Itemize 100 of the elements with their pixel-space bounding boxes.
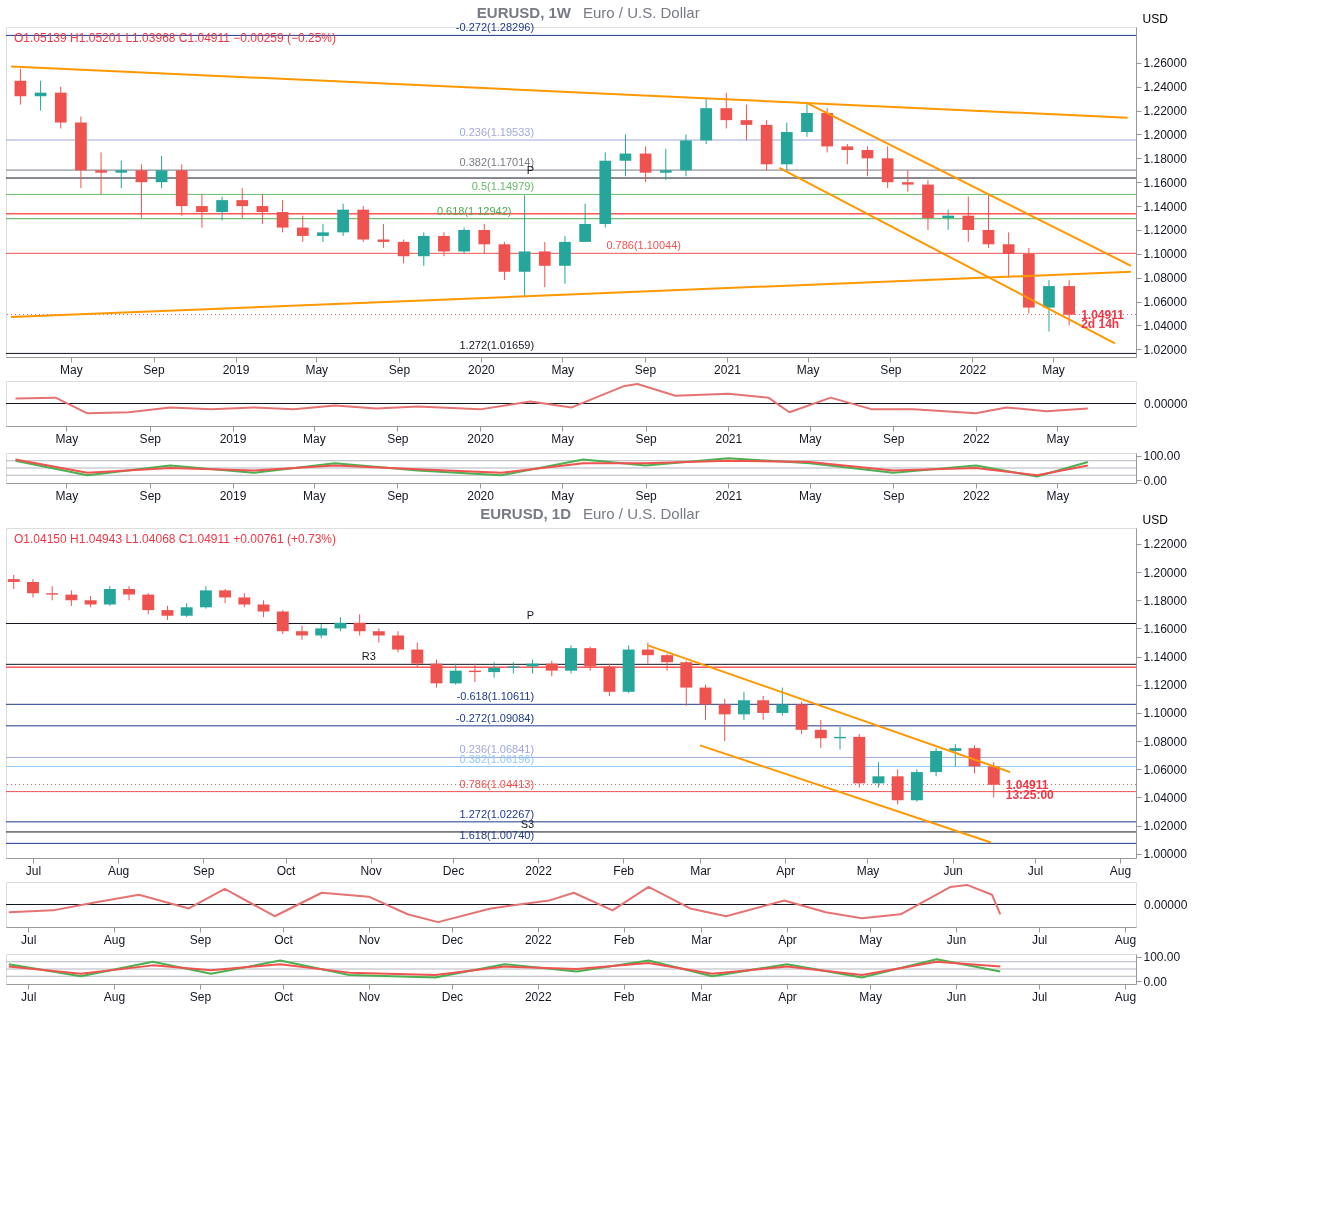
x-tick-label: May — [1046, 431, 1070, 446]
x-tick-label: Aug — [1109, 863, 1132, 878]
ref-line-label: 0.5(1.14979) — [471, 180, 535, 193]
x-tick-label: Mar — [690, 863, 711, 878]
chart-subtitle: Euro / U.S. Dollar — [583, 4, 700, 21]
y-tick-label: 100.00 — [1143, 950, 1181, 965]
y-tick-label: 100.00 — [1143, 449, 1181, 464]
x-tick-label: 2022 — [524, 932, 552, 947]
x-tick-label: Sep — [192, 863, 215, 878]
x-tick-label: May — [60, 362, 83, 377]
y-tick-label: 1.24000 — [1143, 80, 1188, 95]
ref-line-label: 0.786(1.04413) — [459, 777, 535, 790]
x-tick-label: May — [1042, 362, 1065, 377]
y-tick-label: 1.20000 — [1143, 565, 1188, 580]
x-tick-label: 2022 — [525, 863, 553, 878]
x-tick-label: Aug — [1114, 989, 1137, 1004]
x-tick-label: Sep — [635, 488, 658, 503]
ref-line-label: P — [526, 609, 535, 622]
chart-title: EURUSD, 1D — [480, 505, 572, 522]
x-tick-label: Jul — [25, 863, 42, 878]
x-tick-label: Apr — [778, 932, 797, 947]
chart-title: EURUSD, 1W — [476, 4, 572, 21]
x-tick-label: May — [798, 488, 822, 503]
x-tick-label: May — [303, 431, 326, 446]
y-tick-label: 1.02000 — [1143, 342, 1188, 357]
x-tick-label: Jul — [1027, 863, 1044, 878]
x-tick-label: Jun — [946, 989, 967, 1004]
y-tick-label: 1.06000 — [1143, 295, 1188, 310]
x-tick-label: May — [55, 431, 79, 446]
x-tick-label: 2020 — [467, 488, 495, 503]
x-tick-label: Sep — [387, 488, 409, 503]
y-axis-title: USD — [1142, 512, 1169, 527]
x-tick-label: May — [551, 362, 575, 377]
x-tick-label: Jul — [20, 932, 37, 947]
y-tick-label: 1.16000 — [1143, 175, 1188, 190]
x-tick-label: Aug — [107, 863, 130, 878]
x-tick-label: Sep — [883, 431, 905, 446]
y-tick-label: 1.14000 — [1143, 199, 1188, 214]
x-tick-label: Nov — [360, 863, 382, 878]
x-tick-label: Oct — [276, 863, 297, 878]
x-tick-label: May — [1046, 488, 1070, 503]
x-tick-label: Dec — [441, 932, 464, 947]
x-tick-label: Mar — [691, 932, 713, 947]
x-tick-label: Dec — [442, 863, 465, 878]
x-tick-label: Feb — [613, 863, 635, 878]
y-tick-label: 1.04000 — [1143, 790, 1188, 805]
x-tick-label: Sep — [387, 431, 409, 446]
ref-line-label: 1.618(1.00740) — [459, 829, 535, 842]
x-tick-label: Sep — [189, 989, 212, 1004]
x-tick-label: 2022 — [959, 362, 987, 377]
x-tick-label: Dec — [441, 989, 464, 1004]
x-tick-label: May — [796, 362, 820, 377]
y-tick-label: 1.04000 — [1143, 318, 1188, 333]
y-tick-label: 1.10000 — [1143, 706, 1188, 721]
x-tick-label: May — [305, 362, 329, 377]
y-tick-label: 1.12000 — [1143, 223, 1188, 238]
y-tick-label: 1.08000 — [1143, 271, 1188, 286]
x-tick-label: 2020 — [467, 431, 495, 446]
x-tick-label: May — [551, 488, 575, 503]
x-tick-label: May — [798, 431, 822, 446]
x-tick-label: Sep — [883, 488, 905, 503]
y-tick-label: 1.22000 — [1143, 537, 1188, 552]
x-tick-label: Feb — [613, 932, 635, 947]
ref-line-label: 1.272(1.01659) — [459, 339, 535, 352]
x-tick-label: May — [856, 863, 880, 878]
y-tick-label: 1.14000 — [1143, 650, 1188, 665]
y-tick-label: 1.18000 — [1143, 151, 1188, 166]
y-tick-label: 1.20000 — [1143, 127, 1188, 142]
x-tick-label: Apr — [776, 863, 795, 878]
x-tick-label: May — [303, 488, 326, 503]
y-tick-label: 1.06000 — [1143, 762, 1188, 777]
x-tick-label: Jul — [1031, 989, 1048, 1004]
x-tick-label: Sep — [635, 431, 658, 446]
y-tick-label: 1.02000 — [1143, 819, 1188, 834]
annotation: O1.04150 H1.04943 L1.04068 C1.04911 +0.00761 (+0.73%) — [14, 532, 337, 546]
x-tick-label: 2021 — [715, 488, 743, 503]
x-tick-label: 2019 — [222, 362, 250, 377]
ref-line-label: 0.00000 — [1144, 897, 1188, 912]
x-tick-label: Oct — [274, 932, 294, 947]
x-tick-label: Jun — [946, 932, 967, 947]
y-tick-label: 1.00000 — [1143, 847, 1188, 862]
x-tick-label: 2022 — [524, 989, 552, 1004]
x-tick-label: Sep — [139, 488, 162, 503]
x-tick-label: Mar — [691, 989, 713, 1004]
x-tick-label: Aug — [103, 932, 126, 947]
x-tick-label: Aug — [103, 989, 126, 1004]
y-tick-label: 1.10000 — [1143, 247, 1188, 262]
y-tick-label: 0.00 — [1143, 473, 1168, 488]
ref-line-label: -0.618(1.10611) — [456, 690, 535, 703]
x-tick-label: Nov — [358, 989, 380, 1004]
ref-line-label: -0.272(1.28296) — [455, 21, 535, 34]
ref-line-label: 0.00000 — [1144, 396, 1188, 411]
x-tick-label: Aug — [1114, 932, 1137, 947]
x-tick-label: Jun — [943, 863, 963, 878]
chart-subtitle: Euro / U.S. Dollar — [583, 505, 700, 522]
x-tick-label: Apr — [778, 989, 797, 1004]
x-tick-label: Oct — [274, 989, 294, 1004]
y-tick-label: 1.12000 — [1143, 678, 1188, 693]
y-tick-label: 1.26000 — [1143, 56, 1188, 71]
x-tick-label: 2019 — [219, 431, 247, 446]
